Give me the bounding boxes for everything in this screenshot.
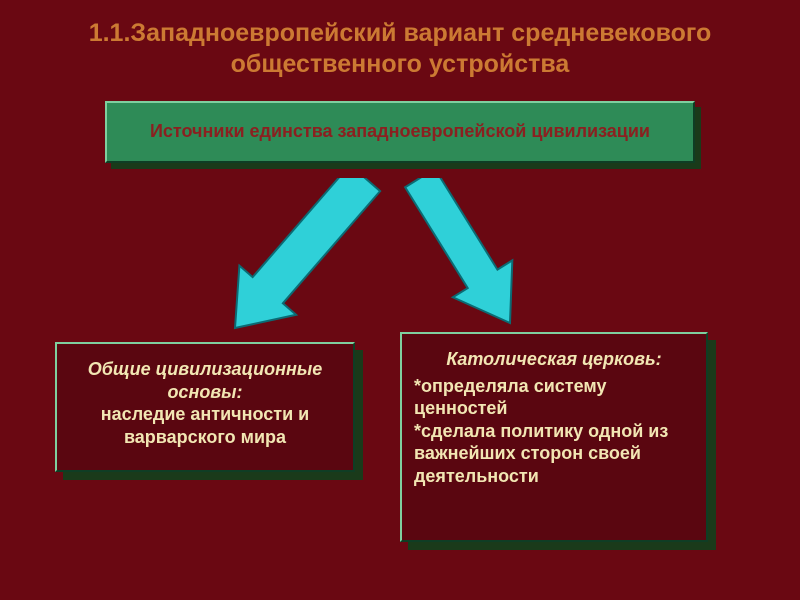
left-box-content: Общие цивилизационные основы: наследие а…: [55, 342, 355, 472]
right-box-title: Католическая церковь:: [414, 348, 694, 371]
left-box-title: Общие цивилизационные основы:: [67, 358, 343, 403]
slide-title: 1.1.Западноевропейский вариант средневек…: [0, 0, 800, 93]
top-source-box: Источники единства западноевропейской ци…: [105, 101, 695, 163]
right-box-content: Католическая церковь: *определяла систем…: [400, 332, 708, 542]
arrow-left: [235, 178, 380, 328]
right-box-bullet-0: *определяла систему ценностей: [414, 375, 694, 420]
right-box: Католическая церковь: *определяла систем…: [400, 332, 708, 542]
right-box-bullet-1: *сделала политику одной из важнейших сто…: [414, 420, 694, 488]
arrow-right: [405, 178, 512, 323]
top-box-text: Источники единства западноевропейской ци…: [150, 120, 650, 143]
left-box: Общие цивилизационные основы: наследие а…: [55, 342, 355, 472]
top-box-content: Источники единства западноевропейской ци…: [105, 101, 695, 163]
left-box-body: наследие античности и варварского мира: [67, 403, 343, 448]
arrows-svg: [0, 178, 800, 348]
